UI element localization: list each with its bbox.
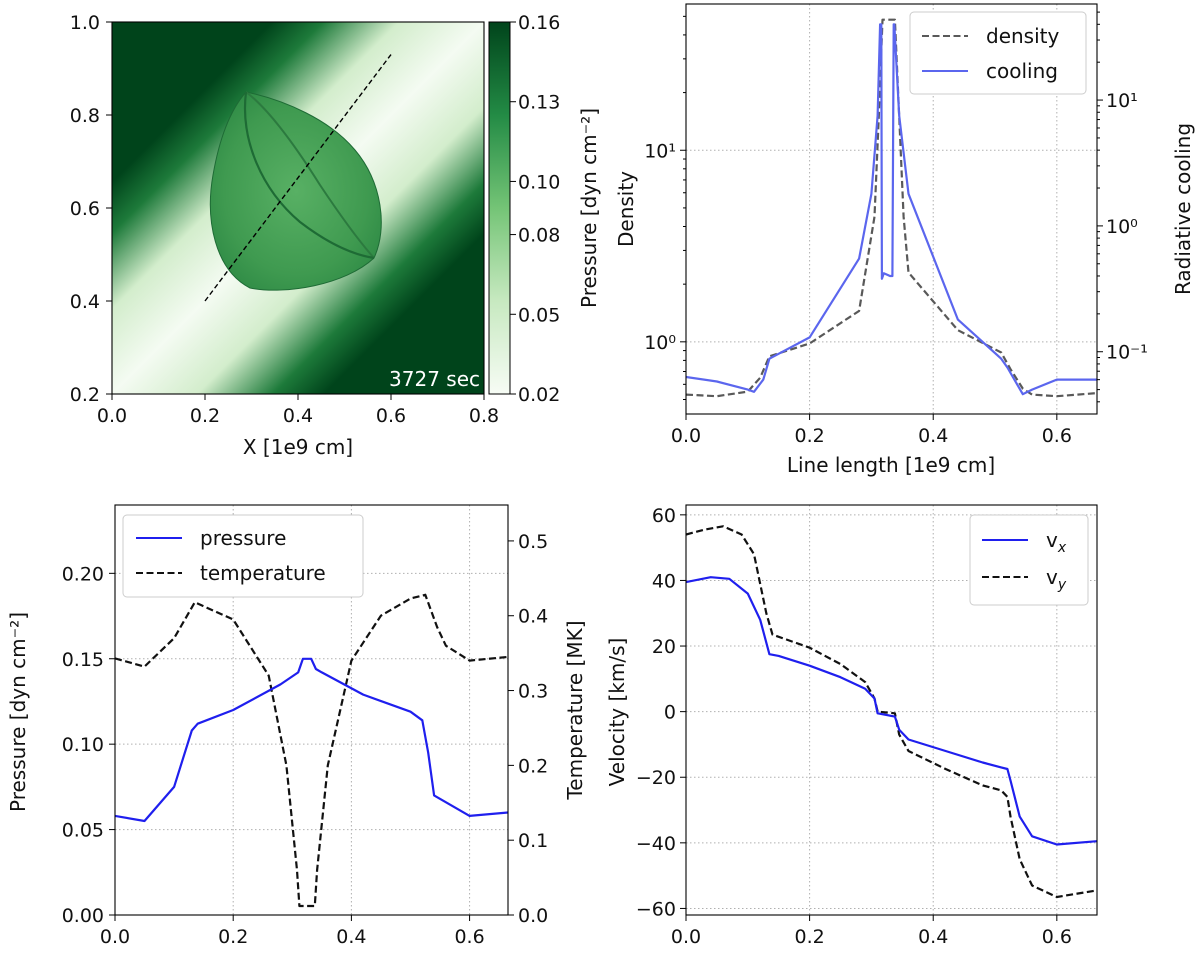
heatmap-annotation: 3727 sec xyxy=(389,367,480,391)
heatmap-xtick-label: 0.2 xyxy=(190,405,220,427)
velocity-ytick-label: −20 xyxy=(636,767,676,789)
legend-label-cooling: cooling xyxy=(986,59,1058,83)
pressure-ytick-label: 0.00 xyxy=(62,905,104,927)
legend-label-vx: vx xyxy=(1046,528,1067,556)
density-ytick-label: 10¹ xyxy=(644,140,676,162)
pressure-panel: 0.0 0.2 0.4 0.6 0.00 0.05 0.10 0.15 0.20 0.0 0.1 0.… xyxy=(6,504,587,948)
velocity-panel: 0.0 0.2 0.4 0.6 −60 −40 −20 0 20 40 60 Velocity [k… xyxy=(605,504,1098,948)
density-ytick-label: 10⁰ xyxy=(644,332,676,354)
temperature-ylabel: Temperature [MK] xyxy=(563,620,587,800)
temperature-ytick-label: 0.1 xyxy=(518,830,548,852)
heatmap-ytick-label: 0.2 xyxy=(70,384,100,406)
velocity-xtick-label: 0.2 xyxy=(794,926,824,948)
cooling-ylabel: Radiative cooling xyxy=(1171,123,1195,295)
velocity-ytick-label: 60 xyxy=(652,505,676,527)
density-panel: 0.0 0.2 0.4 0.6 10⁰ 10¹ 10⁻¹ 10⁰ 10¹ Line length… xyxy=(614,3,1195,477)
pressure-frame xyxy=(114,504,509,916)
pressure-ytick-label: 0.05 xyxy=(62,820,104,842)
heatmap-ytick-label: 0.6 xyxy=(70,198,100,220)
velocity-ylabel: Velocity [km/s] xyxy=(605,638,629,787)
legend-label-density: density xyxy=(986,24,1059,48)
pressure-xtick-label: 0.6 xyxy=(454,926,484,948)
heatmap-panel: 3727 sec 0.0 0.2 0.4 0.6 0.80.20.40.60.81.0 … xyxy=(70,12,601,459)
pressure-ylabel: Pressure [dyn cm⁻²] xyxy=(6,612,30,812)
heatmap-xtick-label: 0.8 xyxy=(469,405,499,427)
velocity-ticks: 0.0 0.2 0.4 0.6 −60 −40 −20 0 20 40 60 xyxy=(636,505,1072,948)
heatmap-cut-line xyxy=(204,54,392,302)
legend-label-vy: vy xyxy=(1046,565,1067,593)
heatmap-front-lower xyxy=(244,91,375,260)
vx-series-line xyxy=(686,576,1097,846)
colorbar-tick-label: 0.05 xyxy=(518,304,560,326)
cooling-ytick-label: 10⁰ xyxy=(1106,216,1138,238)
velocity-xtick-label: 0.0 xyxy=(671,926,701,948)
heatmap-front-upper xyxy=(245,91,375,259)
velocity-ytick-label: 0 xyxy=(664,702,676,724)
temperature-series-line xyxy=(115,593,508,908)
colorbar-tick-label: 0.13 xyxy=(518,92,560,114)
heatmap-ticks: 0.0 0.2 0.4 0.6 0.80.20.40.60.81.0 xyxy=(70,12,499,427)
velocity-ytick-label: −60 xyxy=(636,898,676,920)
velocity-frame xyxy=(685,504,1098,916)
velocity-legend: vx vy xyxy=(969,514,1089,606)
legend-label-pressure: pressure xyxy=(200,526,286,550)
heatmap-xtick-label: 0.0 xyxy=(97,405,127,427)
temperature-ytick-label: 0.3 xyxy=(518,681,548,703)
heatmap-ytick-label: 0.4 xyxy=(70,291,100,313)
heatmap-ytick-label: 0.8 xyxy=(70,105,100,127)
cooling-series-line xyxy=(686,23,1097,396)
pressure-series-line xyxy=(115,657,508,823)
temperature-ytick-label: 0.4 xyxy=(518,606,548,628)
velocity-xtick-label: 0.6 xyxy=(1042,926,1072,948)
velocity-ytick-label: 40 xyxy=(652,570,676,592)
pressure-lines xyxy=(115,593,508,908)
pressure-ytick-label: 0.10 xyxy=(62,734,104,756)
pressure-xtick-label: 0.0 xyxy=(100,926,130,948)
density-xtick-label: 0.2 xyxy=(794,425,824,447)
legend-label-temperature: temperature xyxy=(200,561,326,585)
cooling-ytick-label: 10¹ xyxy=(1106,90,1138,112)
density-frame xyxy=(685,3,1098,415)
density-ylabel: Density xyxy=(614,171,638,247)
density-xtick-label: 0.0 xyxy=(671,425,701,447)
colorbar xyxy=(488,21,511,395)
density-xtick-label: 0.4 xyxy=(918,425,948,447)
pressure-legend: pressure temperature xyxy=(122,514,364,598)
temperature-ytick-label: 0.5 xyxy=(518,531,548,553)
colorbar-tick-label: 0.10 xyxy=(518,171,560,193)
vy-series-line xyxy=(686,525,1097,899)
density-lines xyxy=(686,18,1097,398)
heatmap-xtick-label: 0.4 xyxy=(283,405,313,427)
pressure-xtick-label: 0.2 xyxy=(218,926,248,948)
temperature-ytick-label: 0.0 xyxy=(518,905,548,927)
temperature-ytick-label: 0.2 xyxy=(518,755,548,777)
density-ticks: 0.0 0.2 0.4 0.6 10⁰ 10¹ 10⁻¹ 10⁰ 10¹ xyxy=(644,11,1148,447)
density-series-line xyxy=(686,18,1097,398)
pressure-ticks: 0.0 0.2 0.4 0.6 0.00 0.05 0.10 0.15 0.20 0.0 0.1 0.… xyxy=(62,531,549,948)
velocity-ytick-label: −40 xyxy=(636,833,676,855)
pressure-xtick-label: 0.4 xyxy=(336,926,366,948)
density-xlabel: Line length [1e9 cm] xyxy=(787,453,995,477)
colorbar-tick-label: 0.08 xyxy=(518,225,560,247)
heatmap-blob xyxy=(209,91,382,291)
colorbar-label: Pressure [dyn cm⁻²] xyxy=(577,108,601,308)
cooling-ytick-label: 10⁻¹ xyxy=(1106,342,1148,364)
density-xtick-label: 0.6 xyxy=(1042,425,1072,447)
colorbar-tick-label: 0.16 xyxy=(518,12,560,34)
pressure-ytick-label: 0.15 xyxy=(62,649,104,671)
velocity-xtick-label: 0.4 xyxy=(918,926,948,948)
velocity-lines xyxy=(686,525,1097,899)
velocity-ytick-label: 20 xyxy=(652,636,676,658)
colorbar-tick-label: 0.02 xyxy=(518,384,560,406)
colorbar-ticks: 0.02 0.05 0.08 0.10 0.13 0.16 xyxy=(510,12,560,406)
heatmap-ytick-label: 1.0 xyxy=(70,12,100,34)
heatmap-xtick-label: 0.6 xyxy=(376,405,406,427)
heatmap-xlabel: X [1e9 cm] xyxy=(243,435,353,459)
density-legend: density cooling xyxy=(909,11,1087,95)
pressure-ytick-label: 0.20 xyxy=(62,563,104,585)
